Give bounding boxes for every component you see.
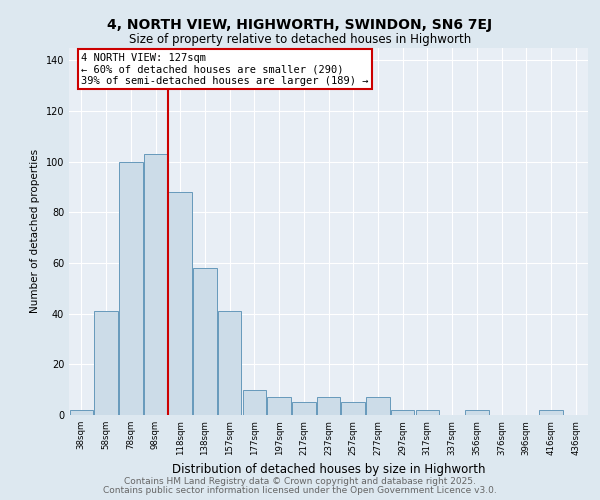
Text: Contains HM Land Registry data © Crown copyright and database right 2025.: Contains HM Land Registry data © Crown c… <box>124 477 476 486</box>
Bar <box>144 154 167 415</box>
Text: Contains public sector information licensed under the Open Government Licence v3: Contains public sector information licen… <box>103 486 497 495</box>
Bar <box>366 398 389 415</box>
Bar <box>341 402 365 415</box>
Bar <box>391 410 415 415</box>
Bar <box>416 410 439 415</box>
Bar <box>268 398 291 415</box>
Text: 4, NORTH VIEW, HIGHWORTH, SWINDON, SN6 7EJ: 4, NORTH VIEW, HIGHWORTH, SWINDON, SN6 7… <box>107 18 493 32</box>
X-axis label: Distribution of detached houses by size in Highworth: Distribution of detached houses by size … <box>172 463 485 476</box>
Bar <box>169 192 192 415</box>
Bar <box>465 410 488 415</box>
Bar <box>317 398 340 415</box>
Bar <box>94 311 118 415</box>
Bar <box>70 410 93 415</box>
Text: Size of property relative to detached houses in Highworth: Size of property relative to detached ho… <box>129 32 471 46</box>
Bar <box>539 410 563 415</box>
Bar <box>193 268 217 415</box>
Bar <box>292 402 316 415</box>
Bar <box>218 311 241 415</box>
Text: 4 NORTH VIEW: 127sqm
← 60% of detached houses are smaller (290)
39% of semi-deta: 4 NORTH VIEW: 127sqm ← 60% of detached h… <box>82 52 369 86</box>
Bar <box>119 162 143 415</box>
Y-axis label: Number of detached properties: Number of detached properties <box>30 149 40 314</box>
Bar <box>242 390 266 415</box>
